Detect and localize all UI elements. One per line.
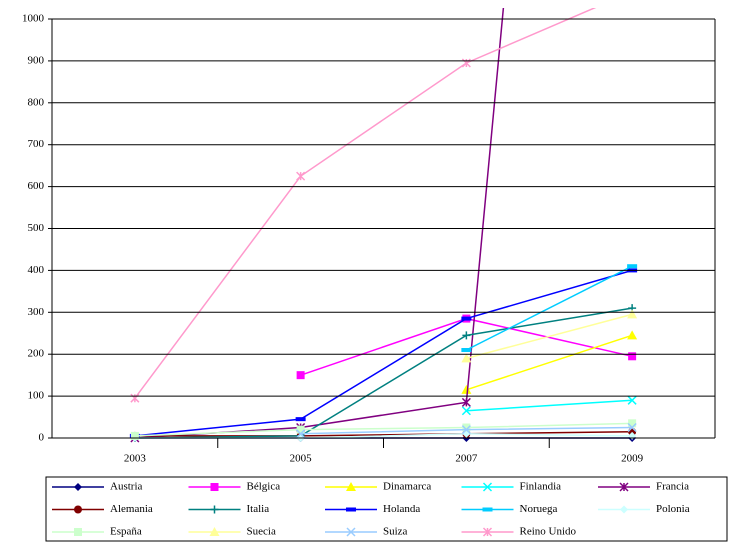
marker [346,482,356,491]
marker [296,171,306,181]
marker [482,507,493,512]
series-line [134,307,633,439]
marker [74,483,82,491]
marker [74,528,82,536]
marker [628,352,637,361]
series-line [134,430,633,437]
legend-label: Austria [110,481,143,493]
marker [210,483,219,491]
marker [461,348,472,353]
marker [620,505,628,514]
marker [482,527,493,537]
series-line [134,269,633,437]
legend-label: Polonia [656,503,690,515]
marker [482,482,493,492]
marker [461,353,472,363]
y-tick-label: 400 [28,264,45,276]
marker [462,331,471,340]
legend-label: Italia [247,503,270,515]
legend-box [45,476,728,542]
marker [627,264,638,269]
marker [346,507,356,512]
legend-label: Dinamarca [383,481,431,493]
x-tick-label: 2009 [621,453,644,465]
y-tick-label: 1000 [22,13,45,25]
series-line [466,399,633,412]
legend-label: Bélgica [247,481,281,493]
series-line [466,313,633,360]
marker [619,482,629,492]
marker [462,423,471,432]
legend-label: Suecia [247,526,276,538]
marker [296,425,305,434]
marker [461,384,472,394]
y-tick-label: 100 [28,390,45,402]
marker [461,425,471,435]
marker [296,371,305,380]
marker [461,397,471,407]
legend-label: Suiza [383,526,408,538]
legend-label: Alemania [110,503,153,515]
marker [627,330,638,340]
series-line [134,422,633,437]
y-tick-label: 600 [28,180,45,192]
marker [627,395,637,405]
x-tick-label: 2003 [124,453,147,465]
y-tick-label: 900 [28,54,45,66]
legend-label: España [110,526,142,538]
marker [627,309,638,319]
legend-label: Reino Unido [520,526,577,538]
series-line [134,8,597,399]
legend-label: Holanda [383,503,420,515]
series-line [134,8,505,439]
legend-label: Finlandia [520,481,562,493]
marker [74,505,82,514]
marker [628,419,637,428]
marker [627,422,637,433]
marker [346,527,356,537]
marker [461,406,471,416]
y-tick-label: 300 [28,306,45,318]
y-tick-label: 800 [28,96,45,108]
x-tick-label: 2005 [290,453,313,465]
marker [130,393,140,403]
x-tick-label: 2007 [455,453,478,465]
marker [461,316,472,321]
plot-area [129,8,638,443]
marker [210,505,219,514]
y-tick-label: 0 [39,432,45,444]
marker [130,431,139,440]
legend-label: Noruega [520,503,558,515]
y-tick-label: 700 [28,138,45,150]
y-tick-label: 200 [28,348,45,360]
marker [296,429,306,439]
legend-label: Francia [656,481,689,493]
marker [295,417,306,422]
series-line [466,334,633,391]
y-tick-label: 500 [28,222,45,234]
marker [209,527,220,536]
series-line [466,265,633,351]
marker [461,58,471,68]
